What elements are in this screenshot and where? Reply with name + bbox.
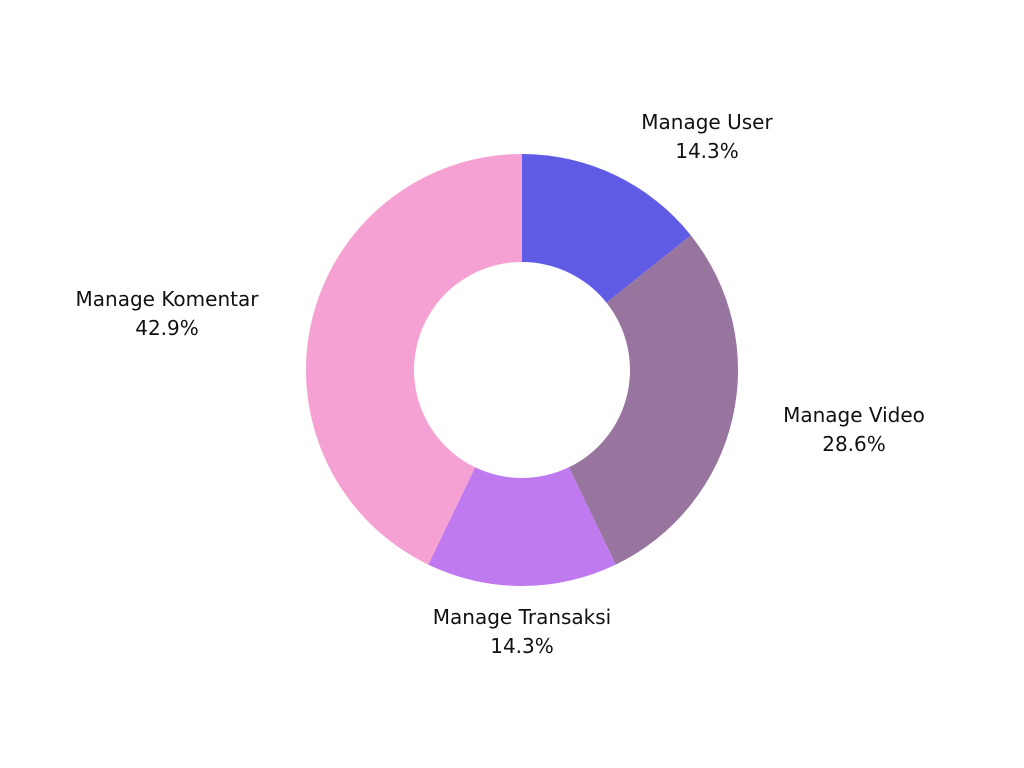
slice-manage-komentar	[306, 154, 522, 565]
slice-label-group: Manage Transaksi 14.3%	[433, 605, 611, 658]
slice-manage-user	[522, 154, 691, 303]
slice-label-group: Manage Komentar 42.9%	[76, 287, 260, 340]
slice-category-label: Manage Transaksi	[433, 605, 611, 629]
slice-value-label: 28.6%	[822, 432, 886, 456]
slice-label-group: Manage User 14.3%	[641, 110, 773, 163]
slice-value-label: 42.9%	[135, 316, 199, 340]
slice-label-group: Manage Video 28.6%	[783, 403, 925, 456]
slice-category-label: Manage Video	[783, 403, 925, 427]
slice-category-label: Manage Komentar	[76, 287, 260, 311]
slice-value-label: 14.3%	[675, 139, 739, 163]
slice-manage-video	[568, 235, 738, 565]
slice-category-label: Manage User	[641, 110, 773, 134]
slice-manage-transaksi	[428, 467, 616, 586]
slice-value-label: 14.3%	[490, 634, 554, 658]
donut-slices	[306, 154, 738, 586]
